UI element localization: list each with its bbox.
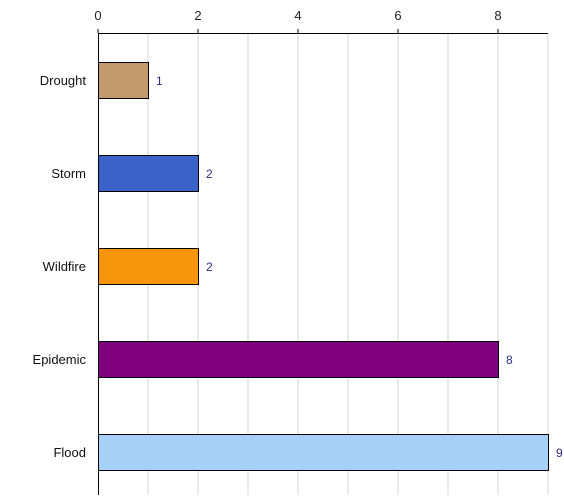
category-label-storm: Storm (51, 166, 86, 181)
bar-epidemic (98, 341, 499, 378)
x-tick-label-8: 8 (494, 8, 501, 23)
category-label-epidemic: Epidemic (33, 352, 87, 367)
data-label-flood: 9 (556, 446, 563, 460)
data-label-drought: 1 (156, 74, 163, 88)
x-tick-label-6: 6 (394, 8, 401, 23)
bar-drought (98, 62, 149, 99)
x-tick-label-2: 2 (194, 8, 201, 23)
data-label-storm: 2 (206, 167, 213, 181)
axis-layer (97, 29, 548, 495)
category-label-wildfire: Wildfire (43, 259, 86, 274)
grid-layer (147, 33, 549, 495)
labels-layer: Drought 1 Storm 2 Wildfire 2 Epidemic 8 Flood 9 0 2… (33, 8, 563, 460)
bar-storm (98, 155, 199, 192)
category-label-flood: Flood (53, 445, 86, 460)
bar-flood (98, 434, 549, 471)
category-label-drought: Drought (40, 73, 87, 88)
data-label-wildfire: 2 (206, 260, 213, 274)
x-tick-label-0: 0 (94, 8, 101, 23)
x-tick-label-4: 4 (294, 8, 301, 23)
bars-layer (98, 62, 549, 471)
bar-wildfire (98, 248, 199, 285)
data-label-epidemic: 8 (506, 353, 513, 367)
